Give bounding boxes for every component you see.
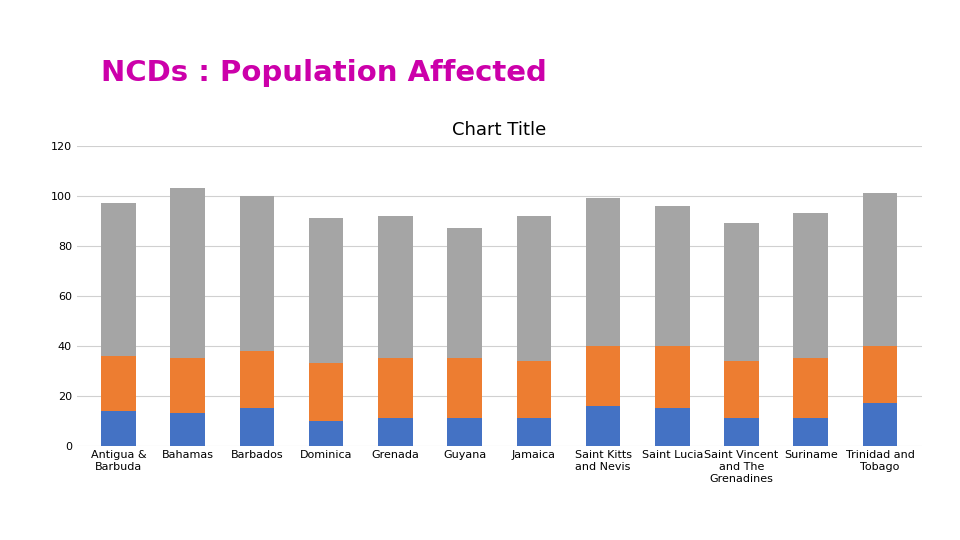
Bar xyxy=(863,346,898,403)
Bar xyxy=(516,361,551,418)
Bar xyxy=(586,346,620,406)
Bar xyxy=(170,188,204,358)
Bar xyxy=(586,198,620,346)
Bar xyxy=(240,350,275,408)
Bar xyxy=(794,418,828,446)
Bar xyxy=(240,408,275,446)
Bar xyxy=(101,355,135,410)
Bar xyxy=(794,213,828,358)
Bar xyxy=(170,358,204,413)
Bar xyxy=(447,358,482,418)
Bar xyxy=(724,418,758,446)
Bar xyxy=(309,218,344,363)
Bar xyxy=(863,403,898,445)
Title: Chart Title: Chart Title xyxy=(452,120,546,139)
Bar xyxy=(447,228,482,358)
Bar xyxy=(378,358,413,418)
Bar xyxy=(655,206,689,346)
Bar xyxy=(378,215,413,358)
Bar xyxy=(724,361,758,418)
Bar xyxy=(516,215,551,361)
Bar xyxy=(586,406,620,446)
Bar xyxy=(863,193,898,346)
Bar xyxy=(516,418,551,446)
Bar xyxy=(655,346,689,408)
Bar xyxy=(170,413,204,446)
Bar xyxy=(447,418,482,446)
Bar xyxy=(101,410,135,445)
Bar xyxy=(655,408,689,446)
Bar xyxy=(240,195,275,350)
Bar xyxy=(309,421,344,446)
Bar xyxy=(101,203,135,355)
Bar xyxy=(309,363,344,421)
Bar xyxy=(724,223,758,361)
Text: NCDs : Population Affected: NCDs : Population Affected xyxy=(101,59,547,87)
Bar xyxy=(378,418,413,446)
Bar xyxy=(794,358,828,418)
